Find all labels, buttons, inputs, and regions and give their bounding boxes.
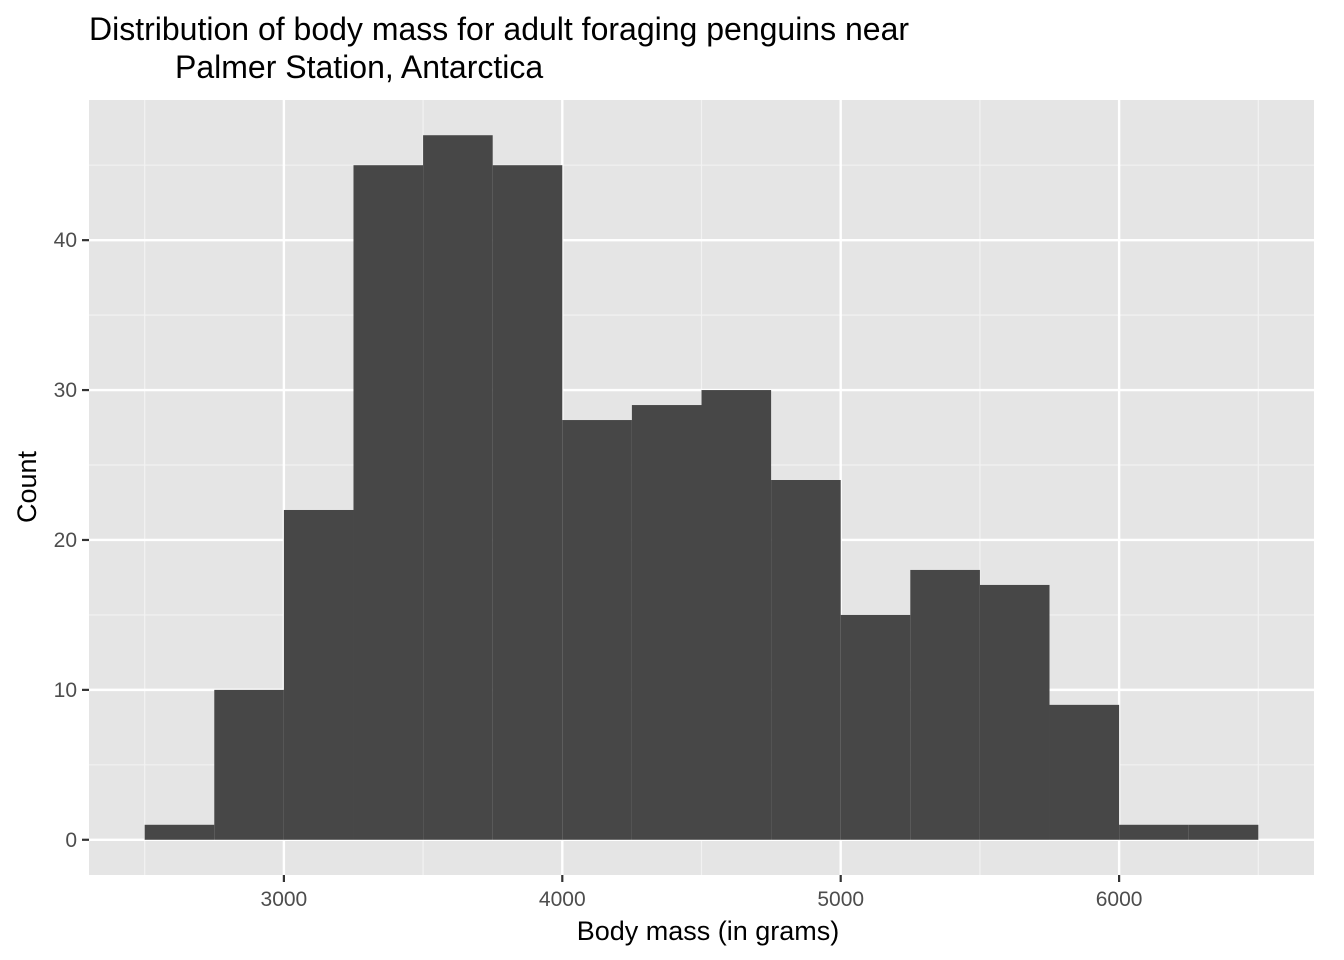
histogram-bar: [492, 165, 563, 840]
x-tick-label: 5000: [817, 888, 864, 911]
histogram-bar: [562, 420, 632, 840]
y-tick-label: 0: [65, 829, 77, 852]
x-tick-label: 6000: [1096, 888, 1143, 911]
histogram-bar: [214, 689, 284, 840]
histogram-bar: [840, 614, 911, 840]
histogram-bar: [144, 824, 215, 840]
histogram-bar: [979, 584, 1050, 840]
histogram-bar: [701, 390, 772, 840]
y-axis-ticks: 0 10 20 30 40: [54, 229, 89, 852]
histogram-bar: [283, 509, 354, 840]
histogram-bar: [423, 135, 493, 840]
chart-title-line-2: Palmer Station, Antarctica: [175, 49, 543, 85]
x-tick-label: 3000: [261, 888, 308, 911]
chart-title-line-1: Distribution of body mass for adult fora…: [89, 11, 909, 47]
histogram-bar: [353, 165, 424, 840]
histogram-bar: [1049, 704, 1120, 840]
histogram-bar: [1188, 824, 1259, 840]
histogram-bar: [771, 480, 841, 840]
x-axis-title: Body mass (in grams): [577, 916, 840, 946]
y-tick-label: 20: [54, 529, 77, 552]
histogram-bar: [1119, 824, 1189, 840]
x-tick-label: 4000: [539, 888, 586, 911]
y-tick-label: 40: [54, 229, 77, 252]
x-axis-ticks: 3000 4000 5000 6000: [261, 875, 1143, 911]
histogram-bar: [631, 405, 702, 840]
y-tick-label: 10: [54, 679, 77, 702]
y-axis-title: Count: [12, 450, 42, 523]
histogram-bar: [910, 569, 980, 840]
y-tick-label: 30: [54, 379, 77, 402]
histogram-bars: [144, 135, 1259, 840]
